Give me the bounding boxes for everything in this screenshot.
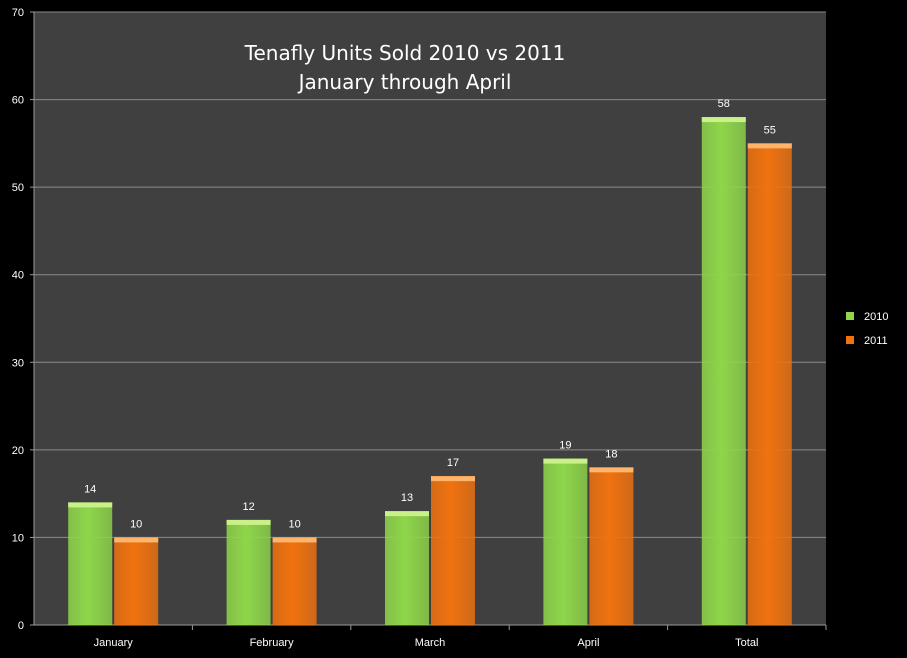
y-tick-label: 70 (12, 7, 24, 19)
data-label: 18 (605, 448, 617, 460)
data-label: 55 (764, 124, 776, 136)
bar-2010-february (226, 519, 271, 625)
legend: 2010 2011 (846, 311, 888, 347)
x-tick-label: March (415, 637, 446, 649)
gridlines (30, 11, 826, 626)
data-label: 17 (447, 457, 459, 469)
bar-top-bevel (68, 502, 113, 508)
bar-top-bevel (385, 511, 429, 517)
legend-label-2011: 2011 (864, 335, 888, 347)
y-tick-label: 10 (12, 532, 24, 544)
y-tick-label: 0 (18, 620, 24, 632)
bars (68, 117, 792, 625)
y-tick-label: 30 (12, 357, 24, 369)
bar-top-bevel (272, 537, 317, 543)
data-label: 10 (130, 518, 142, 530)
legend-swatch-2010 (846, 312, 854, 320)
bar-top-bevel (747, 143, 792, 149)
data-labels: 14 10 12 10 13 17 19 18 58 55 (84, 98, 776, 530)
y-tick-label: 50 (12, 182, 24, 194)
bar-2011-january (114, 537, 159, 625)
y-tick-label: 20 (12, 445, 24, 457)
plot-area (34, 12, 826, 625)
bar-2011-april (589, 467, 634, 625)
x-tick-label: January (94, 637, 134, 649)
chart-subtitle: January through April (297, 70, 512, 94)
data-label: 19 (559, 440, 571, 452)
bar-2010-january (68, 502, 113, 625)
data-label: 10 (288, 518, 300, 530)
x-tick-label: April (577, 637, 599, 649)
bar-2011-total (747, 143, 792, 625)
x-tick-label: Total (735, 637, 758, 649)
data-label: 14 (84, 483, 96, 495)
y-tick-label: 60 (12, 95, 24, 107)
bar-top-bevel (226, 519, 271, 525)
y-tick-label: 40 (12, 270, 24, 282)
legend-label-2010: 2010 (864, 311, 888, 323)
bar-2010-march (385, 511, 429, 625)
bar-2010-total (701, 117, 746, 625)
bar-top-bevel (543, 458, 588, 464)
bar-2011-february (272, 537, 317, 625)
bar-top-bevel (701, 117, 746, 123)
tick-labels: 0 10 20 30 40 50 60 70 January February March April… (12, 7, 759, 649)
axes (33, 12, 827, 630)
bar-top-bevel (431, 476, 475, 482)
x-tick-label: February (250, 637, 295, 649)
data-label: 58 (718, 98, 730, 110)
legend-swatch-2011 (846, 336, 854, 344)
bar-2011-march (431, 476, 475, 625)
bar-2010-april (543, 458, 588, 625)
bar-top-bevel (589, 467, 634, 473)
bar-top-bevel (114, 537, 159, 543)
data-label: 13 (401, 492, 413, 504)
data-label: 12 (242, 501, 254, 513)
chart-title: Tenafly Units Sold 2010 vs 2011 (244, 41, 566, 65)
